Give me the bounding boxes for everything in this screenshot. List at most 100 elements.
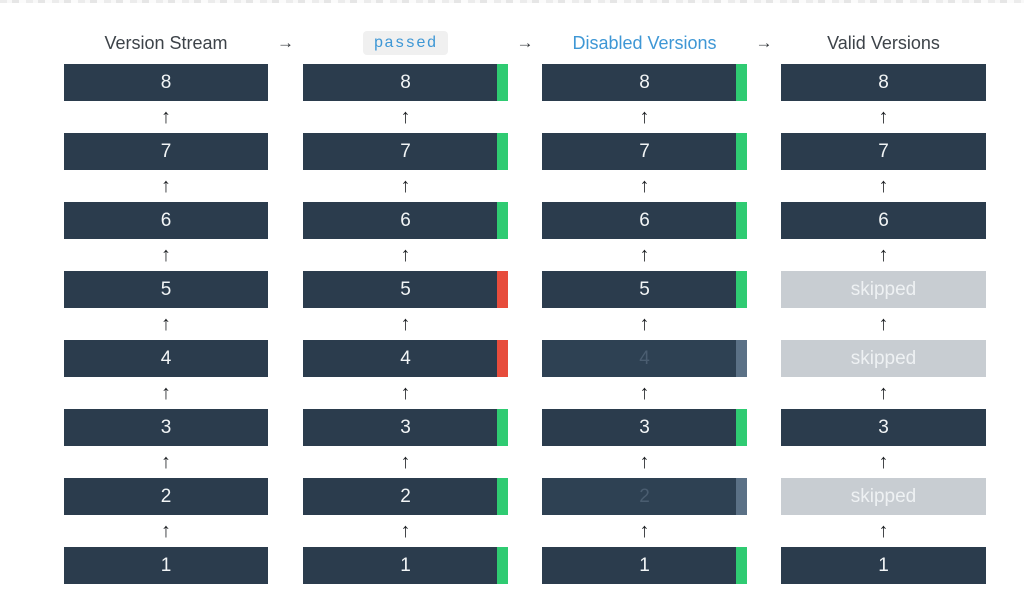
status-strip-green [497,133,508,170]
version-bar-valid-versions-8: 8 [781,64,986,101]
version-bar-version-stream-8: 8 [64,64,268,101]
version-bar-passed-5: 5 [303,271,508,308]
version-bar-version-stream-5: 5 [64,271,268,308]
up-arrow-icon: ↑ [400,175,411,197]
version-bar-disabled-versions-6: 6 [542,202,747,239]
status-strip-green [497,202,508,239]
version-bar-label: 4 [639,347,650,369]
up-arrow-icon: ↑ [161,175,171,197]
up-arrow-icon: ↑ [161,106,171,128]
status-strip-green [736,271,747,308]
flow-arrow-icon: → [516,33,534,52]
column-valid-versions: 8 ↑ 7 ↑ 6 ↑ skipped ↑ skipped ↑ 3 ↑ skipped ↑ 1 [781,64,986,584]
version-bar-label: skipped [850,347,917,369]
version-bar-label: 8 [400,71,411,93]
up-arrow-icon: ↑ [878,313,889,335]
header-disabled-versions-link[interactable]: Disabled Versions [572,32,717,53]
header-version-stream: Version Stream [104,32,228,53]
up-arrow-icon: ↑ [878,175,889,197]
version-bar-disabled-versions-7: 7 [542,133,747,170]
up-arrow-icon: ↑ [878,520,889,542]
version-bar-passed-2: 2 [303,478,508,515]
up-arrow-icon: ↑ [400,382,411,404]
up-arrow-icon: ↑ [400,313,411,335]
version-bar-version-stream-1: 1 [64,547,268,584]
version-bar-valid-versions-4: skipped [781,340,986,377]
up-arrow-icon: ↑ [161,244,171,266]
version-bar-valid-versions-7: 7 [781,133,986,170]
version-bar-label: 6 [160,209,172,231]
version-bar-label: 1 [639,554,650,576]
version-bar-label: 1 [400,554,411,576]
version-bar-label: 2 [160,485,172,507]
status-strip-green [497,478,508,515]
version-bar-label: 2 [400,485,411,507]
version-bar-label: 5 [160,278,172,300]
flow-arrow-icon: → [277,33,294,52]
status-strip-green [736,64,747,101]
version-bar-label: 3 [639,416,650,438]
version-bar-label: skipped [850,485,917,507]
flow-arrow-icon: → [755,33,773,52]
header-passed: passed [303,30,508,64]
version-bar-version-stream-4: 4 [64,340,268,377]
up-arrow-icon: ↑ [878,106,889,128]
version-bar-disabled-versions-5: 5 [542,271,747,308]
up-arrow-icon: ↑ [878,244,889,266]
up-arrow-icon: ↑ [878,382,889,404]
status-strip-green [497,547,508,584]
version-bar-label: 5 [400,278,411,300]
version-bar-version-stream-6: 6 [64,202,268,239]
version-bar-valid-versions-2: skipped [781,478,986,515]
up-arrow-icon: ↑ [161,382,171,404]
version-bar-label: 1 [160,554,172,576]
up-arrow-icon: ↑ [639,451,650,473]
version-bar-label: 6 [400,209,411,231]
version-bar-label: 8 [878,71,889,93]
version-bar-valid-versions-5: skipped [781,271,986,308]
header-valid-versions: Valid Versions [827,32,940,53]
status-strip-green [736,133,747,170]
column-disabled-versions: 8 ↑ 7 ↑ 6 ↑ 5 ↑ 4 ↑ 3 ↑ 2 ↑ 1 [542,64,747,584]
status-strip-red [497,340,508,377]
version-bar-label: 4 [160,347,172,369]
up-arrow-icon: ↑ [400,451,411,473]
up-arrow-icon: ↑ [878,451,889,473]
version-bar-valid-versions-3: 3 [781,409,986,446]
version-bar-disabled-versions-8: 8 [542,64,747,101]
version-bar-passed-6: 6 [303,202,508,239]
version-bar-label: 3 [400,416,411,438]
up-arrow-icon: ↑ [639,106,650,128]
column-version-stream: 8 ↑ 7 ↑ 6 ↑ 5 ↑ 4 ↑ 3 ↑ 2 ↑ 1 [64,64,268,584]
up-arrow-icon: ↑ [400,520,411,542]
version-bar-label: 3 [160,416,172,438]
up-arrow-icon: ↑ [639,175,650,197]
up-arrow-icon: ↑ [161,313,171,335]
status-strip-muted [736,340,747,377]
version-bar-label: 6 [878,209,889,231]
version-bar-label: 3 [878,416,889,438]
up-arrow-icon: ↑ [639,313,650,335]
up-arrow-icon: ↑ [161,520,171,542]
version-bar-valid-versions-1: 1 [781,547,986,584]
version-bar-disabled-versions-3: 3 [542,409,747,446]
status-strip-green [736,202,747,239]
status-strip-green [497,409,508,446]
status-strip-green [736,409,747,446]
version-bar-passed-4: 4 [303,340,508,377]
version-bar-version-stream-3: 3 [64,409,268,446]
version-bar-label: 7 [160,140,172,162]
version-bar-passed-8: 8 [303,64,508,101]
version-flow-diagram: Version Stream → passed → Disabled Versi… [64,30,986,584]
version-bar-label: 7 [639,140,650,162]
up-arrow-icon: ↑ [639,382,650,404]
status-strip-muted [736,478,747,515]
version-bar-label: 8 [160,71,172,93]
version-bar-valid-versions-6: 6 [781,202,986,239]
version-bar-disabled-versions-4: 4 [542,340,747,377]
version-bar-disabled-versions-2: 2 [542,478,747,515]
version-bar-passed-7: 7 [303,133,508,170]
version-bar-label: 6 [639,209,650,231]
status-strip-red [497,271,508,308]
